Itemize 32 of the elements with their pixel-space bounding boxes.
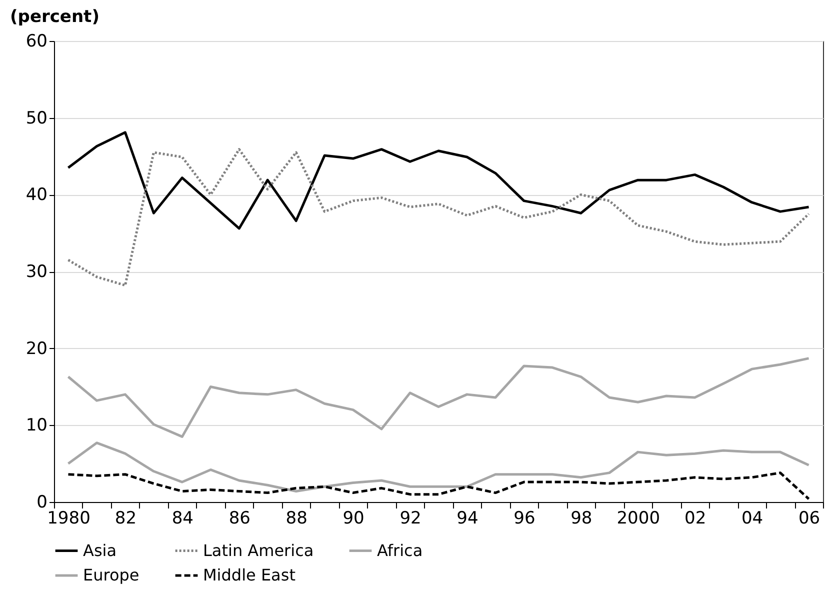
x-tick-label: 96: [514, 508, 536, 528]
legend-label: Latin America: [203, 540, 314, 560]
x-tick-label: 92: [400, 508, 422, 528]
x-tick-label: 90: [342, 508, 364, 528]
y-tick-label: 10: [26, 416, 48, 436]
x-tick-label: 82: [114, 508, 137, 528]
legend-label: Europe: [83, 566, 140, 584]
x-tick-label: 02: [684, 508, 706, 528]
legend-label: Asia: [83, 540, 117, 560]
x-tick-label: 2000: [616, 508, 660, 528]
legend-label: Middle East: [203, 566, 296, 584]
x-tick-label: 86: [228, 508, 250, 528]
y-tick-label: 50: [26, 108, 48, 128]
x-tick-label: 04: [741, 508, 764, 528]
x-tick-label: 1980: [47, 508, 90, 528]
line-series: [66, 131, 810, 230]
y-tick-label: 40: [26, 185, 48, 206]
y-tick-label: 30: [26, 262, 48, 282]
legend-label: Africa: [377, 540, 423, 560]
line-series: [66, 442, 810, 492]
x-tick-label: 06: [798, 508, 820, 528]
x-tick-label: 94: [456, 508, 478, 528]
x-tick-label: 84: [172, 508, 194, 528]
line-series: [66, 357, 810, 438]
y-tick-label: 20: [26, 338, 48, 359]
y-tick-label: 60: [26, 32, 48, 52]
x-tick-label: 98: [570, 508, 592, 528]
line-series: [66, 472, 810, 500]
y-tick-label: 0: [36, 492, 48, 512]
line-series: [66, 148, 810, 287]
chart-title: (percent): [10, 7, 100, 27]
x-tick-label: 88: [286, 508, 308, 528]
